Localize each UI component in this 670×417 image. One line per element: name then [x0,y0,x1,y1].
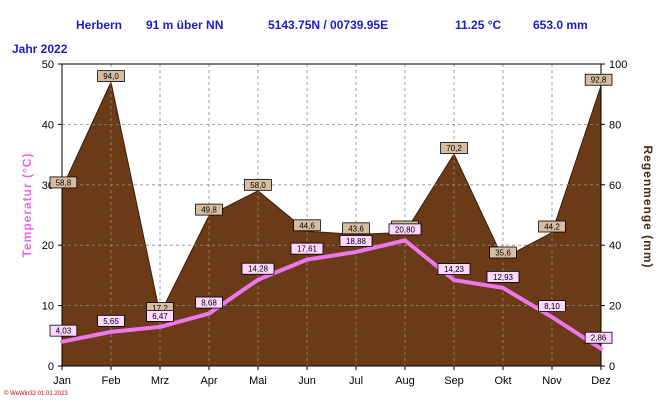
y-tick-label: 50 [42,59,54,71]
total-precipitation: 653.0 mm [533,18,588,32]
y2-tick-label: 100 [609,59,627,71]
temperature-data-label: 4,03 [56,327,72,336]
temperature-data-label-box [97,314,125,327]
temperature-data-label: 8,68 [201,299,217,308]
precipitation-data-label-box [489,246,517,259]
temperature-data-label-box [339,235,373,247]
precipitation-data-label-box [440,142,468,154]
temperature-data-label-box [195,296,223,309]
footer-credit: © WeWin32 01.01.2023 [4,391,68,397]
precipitation-data-label-box [49,176,78,189]
temperature-data-label-box [538,300,566,312]
precipitation-data-label-box [584,73,613,86]
precipitation-data-label: 44,2 [544,223,560,232]
precipitation-data-label-box [342,222,370,235]
x-tick-label: Mrz [151,375,169,387]
x-tick-label: Sep [444,375,464,387]
temperature-data-label: 5,65 [103,317,119,326]
precipitation-data-label: 94,0 [103,72,119,81]
y-tick-label: 40 [42,119,54,131]
precipitation-data-label: 44,6 [299,221,315,230]
precipitation-data-label-box [244,178,272,191]
temperature-data-label: 17,61 [297,245,318,254]
y2-tick-label: 0 [609,361,615,373]
temperature-data-label-box [388,223,422,236]
x-tick-label: Nov [542,375,562,387]
precipitation-data-label-box [195,203,223,216]
average-temperature: 11.25 °C [455,18,502,32]
precipitation-data-label: 49,8 [201,206,217,215]
temperature-data-label: 14,23 [444,265,465,274]
y-tick-label: 10 [42,301,54,313]
y2-tick-label: 80 [609,119,621,131]
plot-frame [61,63,602,367]
data-labels: 58,8 94,0 17,2 49,8 58,0 44,6 43,6 44,2 70,2 35,6… [49,70,613,344]
temperature-line [60,238,603,351]
temperature-data-label-box [146,310,174,322]
temperature-data-label: 18,88 [346,237,367,246]
temperature-data-label-box [49,324,78,337]
precipitation-data-label: 43,6 [348,224,364,233]
temperature-data-label: 2,86 [591,334,607,343]
temperature-data-label-box [584,331,613,344]
x-tick-label: Jul [349,375,363,387]
precipitation-data-label: 58,0 [250,181,266,190]
y2-tick-label: 20 [609,301,621,313]
precipitation-data-label-box [538,220,566,233]
precipitation-data-label: 70,2 [446,144,462,153]
precipitation-data-label-box [293,219,321,232]
station-altitude: 91 m über NN [146,18,224,32]
station-name: Herbern [76,18,123,32]
x-tick-label: Mai [249,375,267,387]
x-tick-label: Dez [591,375,611,387]
year-label: Jahr 2022 [12,42,68,56]
x-tick-label: Apr [200,375,217,387]
precipitation-data-label: 92,8 [591,76,607,85]
x-tick-label: Jun [298,375,316,387]
temperature-data-label: 8,10 [544,302,560,311]
y-axis-label-temperature: Temperatur (°C) [20,152,34,258]
precipitation-data-label: 35,6 [495,248,511,257]
precipitation-data-label: 58,8 [56,178,72,187]
y-axis-label-precipitation: Regenmenge (mm) [641,145,655,269]
x-tick-label: Aug [395,375,415,387]
x-tick-label: Feb [102,375,121,387]
temperature-data-label: 12,93 [493,273,514,282]
temperature-data-label-box [486,271,520,283]
y2-tick-label: 40 [609,240,621,252]
temperature-data-label: 6,47 [152,312,168,321]
precipitation-data-label: 17,2 [152,304,168,313]
y-tick-label: 0 [48,361,54,373]
temperature-data-label: 14,28 [248,265,269,274]
precipitation-data-label-box [97,70,125,83]
x-tick-label: Jan [53,375,71,387]
temperature-data-label: 20,80 [395,225,416,234]
temperature-series-line [60,238,603,351]
temperature-data-label-box [437,263,471,275]
y-tick-label: 20 [42,240,54,252]
temperature-data-label-box [241,262,275,275]
temperature-data-label-box [290,242,324,255]
x-tick-label: Okt [494,375,511,387]
station-coordinates: 5143.75N / 00739.95E [268,18,389,32]
y2-tick-label: 60 [609,180,621,192]
